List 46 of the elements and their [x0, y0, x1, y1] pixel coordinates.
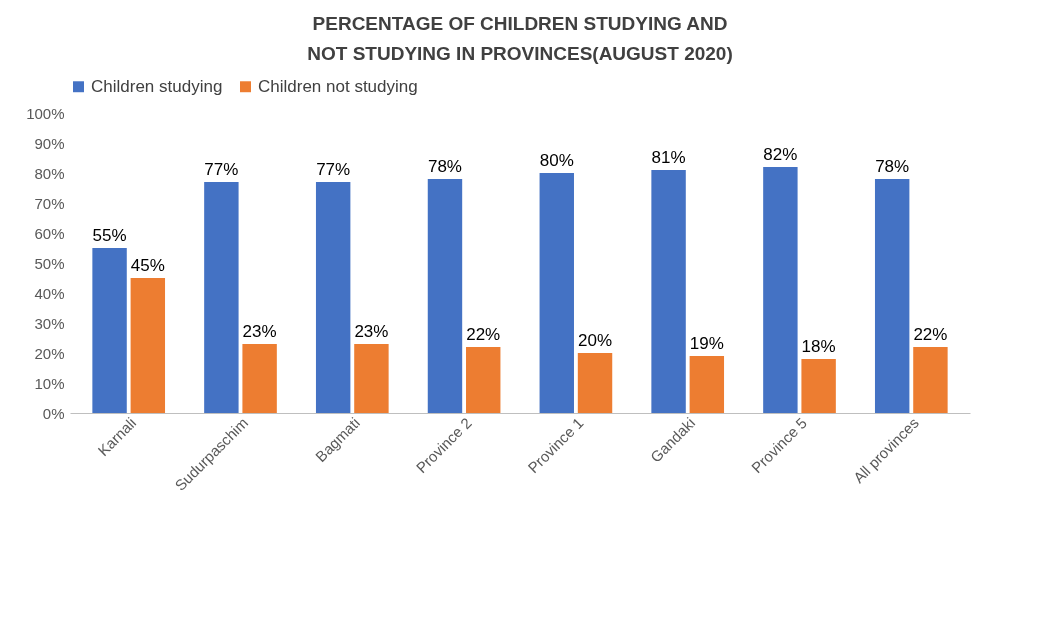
bar — [539, 173, 574, 413]
data-label: 20% — [578, 331, 613, 350]
y-tick-label: 60% — [34, 224, 65, 242]
bar — [354, 344, 389, 413]
bar — [763, 167, 798, 413]
data-label: 81% — [651, 148, 686, 167]
bar — [315, 182, 351, 413]
y-tick-label: 30% — [34, 314, 65, 332]
data-label: 45% — [130, 256, 165, 275]
bar — [874, 179, 910, 413]
y-tick-label: 20% — [34, 344, 65, 362]
legend-label: Children studying — [91, 76, 223, 96]
chart-title: PERCENTAGE OF CHILDREN STUDYING AND NOT STUDYING IN PROVINCES(AUGUST 2020) — [307, 13, 733, 64]
data-label: 78% — [875, 157, 910, 176]
y-tick-label: 40% — [34, 284, 65, 302]
data-label: 78% — [427, 157, 462, 176]
bar — [92, 248, 127, 413]
y-tick-label: 80% — [34, 164, 65, 182]
data-label: 22% — [466, 325, 501, 344]
data-label: 77% — [316, 160, 351, 179]
bar — [577, 353, 613, 413]
y-tick-label: 70% — [34, 194, 65, 212]
data-label: 23% — [354, 322, 389, 341]
data-label: 55% — [92, 226, 127, 245]
y-tick-label: 10% — [34, 374, 65, 392]
data-label: 22% — [913, 325, 948, 344]
y-tick-label: 50% — [34, 254, 65, 272]
bar — [689, 356, 725, 413]
bar — [204, 182, 239, 413]
data-label: 23% — [242, 322, 277, 341]
data-label: 18% — [801, 337, 836, 356]
y-tick-label: 90% — [34, 134, 65, 152]
data-label: 80% — [539, 151, 574, 170]
bar — [242, 344, 277, 413]
bar — [466, 347, 501, 413]
bar — [801, 359, 836, 413]
bar — [913, 347, 948, 413]
legend-label: Children not studying — [258, 76, 418, 96]
data-label: 77% — [204, 160, 239, 179]
bar — [427, 179, 463, 413]
bar — [651, 170, 686, 413]
y-tick-label: 0% — [42, 404, 65, 422]
data-label: 19% — [689, 334, 724, 353]
bar — [130, 278, 166, 413]
y-tick-label: 100% — [26, 104, 65, 122]
data-label: 82% — [763, 145, 798, 164]
